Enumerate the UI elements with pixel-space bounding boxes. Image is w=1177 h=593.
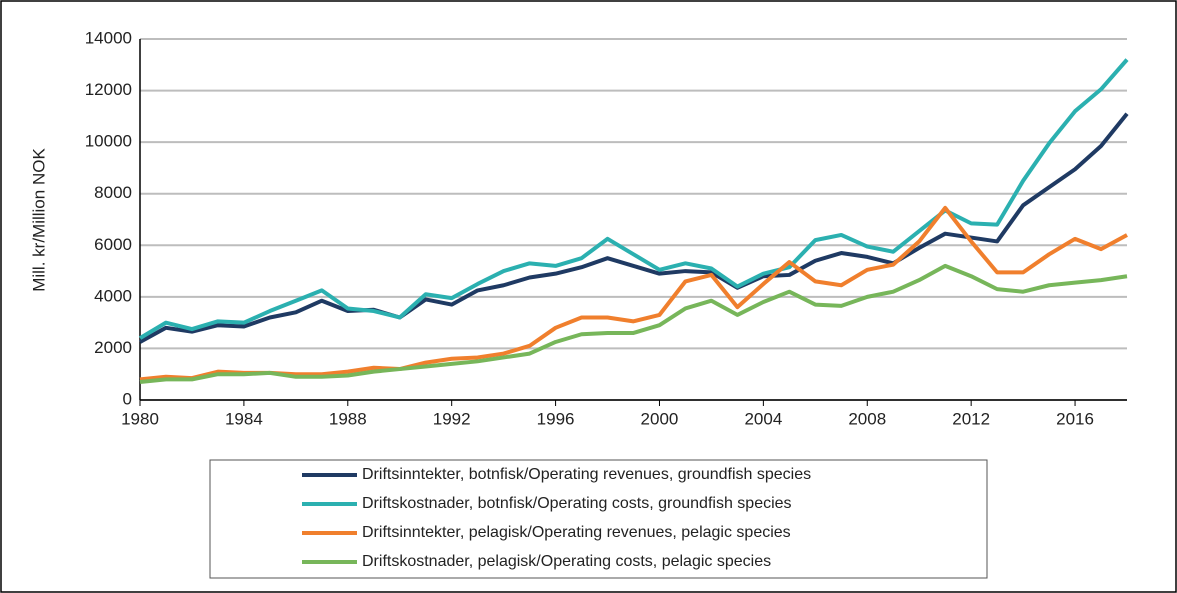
legend-box (209, 459, 988, 579)
y-tick-label: 12000 (85, 80, 132, 99)
y-tick-label: 2000 (94, 338, 132, 357)
x-tick-label: 1992 (433, 409, 471, 428)
x-tick-label: 2004 (744, 409, 782, 428)
series-line (138, 58, 1129, 340)
series-line (139, 112, 1129, 344)
x-tick-label: 1980 (121, 409, 159, 428)
x-tick-label: 2012 (952, 409, 990, 428)
series-line (139, 205, 1128, 382)
x-tick-label: 2008 (848, 409, 886, 428)
x-tick-label: 2000 (641, 409, 679, 428)
y-axis-label: Mill. kr/Million NOK (29, 148, 48, 292)
y-tick-label: 6000 (94, 235, 132, 254)
x-tick-label: 1984 (225, 409, 263, 428)
x-tick-label: 1996 (537, 409, 575, 428)
legend-text: Driftsinntekter, botnfisk/Operating reve… (362, 466, 811, 483)
x-tick-label: 1988 (329, 409, 367, 428)
y-tick-label: 0 (123, 389, 132, 408)
y-tick-label: 10000 (85, 132, 132, 151)
legend-text: Driftskostnader, botnfisk/Operating cost… (362, 495, 792, 512)
y-tick-label: 4000 (94, 286, 132, 305)
y-tick-label: 14000 (85, 28, 132, 47)
y-tick-label: 8000 (94, 183, 132, 202)
legend-text: Driftsinntekter, pelagisk/Operating reve… (362, 524, 791, 541)
legend-text: Driftskostnader, pelagisk/Operating cost… (362, 553, 771, 570)
series-line (139, 263, 1128, 384)
x-tick-label: 2016 (1056, 409, 1094, 428)
